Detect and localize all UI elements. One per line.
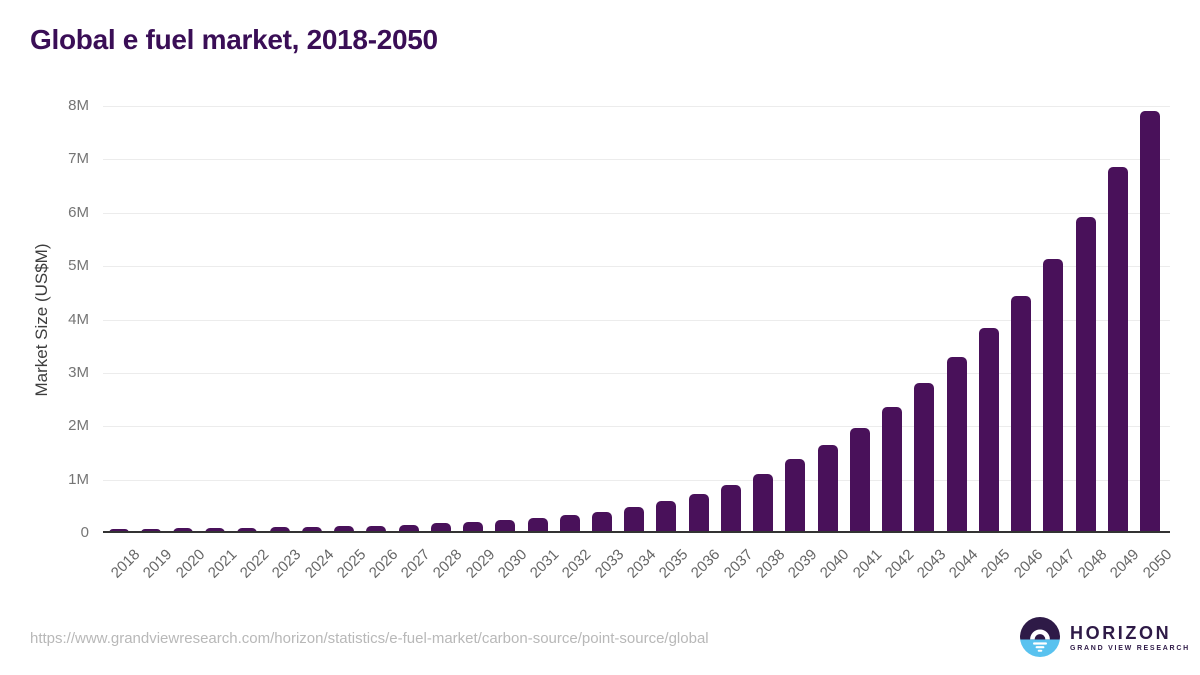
x-tick-2022: 2022: [236, 546, 273, 582]
y-tick-1M: 1M: [68, 470, 89, 488]
bar-2043[interactable]: [914, 383, 935, 533]
x-tick-2026: 2026: [365, 546, 402, 582]
bar-2028[interactable]: [430, 523, 451, 533]
bar-2027[interactable]: [398, 524, 419, 533]
x-tick-2029: 2029: [462, 546, 499, 582]
logo-name: HORIZON: [1070, 622, 1172, 643]
x-tick-2030: 2030: [494, 546, 531, 582]
bar-2046[interactable]: [1011, 296, 1032, 533]
x-tick-2024: 2024: [301, 546, 337, 582]
bar-2036[interactable]: [688, 494, 709, 533]
x-tick-2033: 2033: [591, 546, 628, 582]
gridline-4M: [103, 320, 1170, 321]
bar-2033[interactable]: [592, 511, 613, 533]
horizon-logo[interactable]: HORIZON GRAND VIEW RESEARCH: [1020, 617, 1190, 657]
x-tick-2025: 2025: [333, 546, 370, 582]
y-tick-7M: 7M: [68, 150, 89, 168]
bar-2048[interactable]: [1075, 216, 1096, 533]
x-tick-2018: 2018: [107, 546, 144, 582]
bar-2044[interactable]: [946, 357, 967, 533]
bar-2037[interactable]: [720, 484, 741, 533]
x-tick-2042: 2042: [881, 546, 918, 582]
x-tick-2037: 2037: [720, 546, 756, 582]
horizon-sun-icon: [1020, 617, 1060, 657]
gridline-8M: [103, 106, 1170, 107]
x-tick-2050: 2050: [1139, 546, 1176, 582]
x-tick-2028: 2028: [430, 546, 466, 582]
bar-2050[interactable]: [1140, 110, 1160, 533]
bar-2024[interactable]: [301, 527, 322, 533]
x-tick-2019: 2019: [140, 546, 176, 582]
bar-2019[interactable]: [140, 528, 161, 533]
bar-2029[interactable]: [463, 521, 484, 533]
x-tick-2040: 2040: [817, 546, 853, 582]
gridline-7M: [103, 159, 1170, 160]
bar-2042[interactable]: [882, 406, 903, 533]
bar-2034[interactable]: [624, 507, 645, 533]
x-tick-2049: 2049: [1107, 546, 1143, 582]
bar-2041[interactable]: [849, 427, 870, 533]
x-tick-2021: 2021: [204, 546, 241, 582]
source-url: https://www.grandviewresearch.com/horizo…: [30, 630, 709, 647]
bar-2049[interactable]: [1107, 166, 1128, 533]
bar-2035[interactable]: [656, 501, 677, 533]
x-tick-2031: 2031: [526, 546, 563, 582]
x-tick-2039: 2039: [784, 546, 821, 582]
x-tick-2020: 2020: [172, 546, 208, 582]
bar-2038[interactable]: [753, 473, 774, 533]
bar-2021[interactable]: [205, 528, 226, 533]
gridline-2M: [103, 426, 1170, 427]
plot-area: 0 1M 2M 3M 4M 5M 6M 7M 8M 2018 2019 2020 2021 2022 202…: [68, 97, 1175, 582]
bar-2040[interactable]: [817, 444, 838, 533]
x-tick-2032: 2032: [559, 546, 595, 582]
bar-2025[interactable]: [334, 526, 355, 533]
bar-2026[interactable]: [366, 525, 387, 533]
x-tick-2044: 2044: [945, 546, 982, 582]
x-tick-2034: 2034: [623, 546, 660, 582]
x-tick-2038: 2038: [752, 546, 789, 582]
x-tick-2035: 2035: [655, 546, 692, 582]
gridline-5M: [103, 266, 1170, 267]
x-tick-2023: 2023: [269, 546, 305, 582]
x-tick-2043: 2043: [913, 546, 950, 582]
bar-2039[interactable]: [785, 459, 806, 533]
bar-2030[interactable]: [495, 519, 516, 533]
x-tick-2047: 2047: [1042, 546, 1079, 582]
y-tick-8M: 8M: [68, 97, 89, 114]
y-tick-3M: 3M: [68, 363, 89, 381]
bar-2032[interactable]: [559, 515, 580, 533]
gridline-1M: [103, 480, 1170, 481]
bar-2047[interactable]: [1043, 258, 1064, 533]
x-axis-line: [103, 531, 1170, 533]
bar-2045[interactable]: [978, 327, 999, 533]
x-tick-2041: 2041: [849, 546, 885, 582]
y-tick-2M: 2M: [68, 417, 89, 435]
bar-2022[interactable]: [237, 527, 258, 533]
chart-title: Global e fuel market, 2018-2050: [30, 24, 438, 55]
y-tick-4M: 4M: [68, 310, 89, 328]
gridline-3M: [103, 373, 1170, 374]
x-tick-2036: 2036: [688, 546, 724, 582]
y-tick-0: 0: [80, 524, 89, 541]
x-tick-2045: 2045: [978, 546, 1014, 582]
logo-subtitle: GRAND VIEW RESEARCH: [1070, 644, 1190, 652]
x-tick-2027: 2027: [398, 546, 434, 582]
bar-2020[interactable]: [172, 528, 193, 533]
y-tick-6M: 6M: [68, 203, 89, 221]
gridline-6M: [103, 213, 1170, 214]
x-tick-2048: 2048: [1074, 546, 1111, 582]
y-tick-5M: 5M: [68, 257, 89, 275]
x-tick-2046: 2046: [1010, 546, 1047, 582]
bar-2023[interactable]: [269, 527, 290, 533]
bar-2018[interactable]: [108, 528, 129, 533]
bar-2031[interactable]: [527, 517, 548, 533]
